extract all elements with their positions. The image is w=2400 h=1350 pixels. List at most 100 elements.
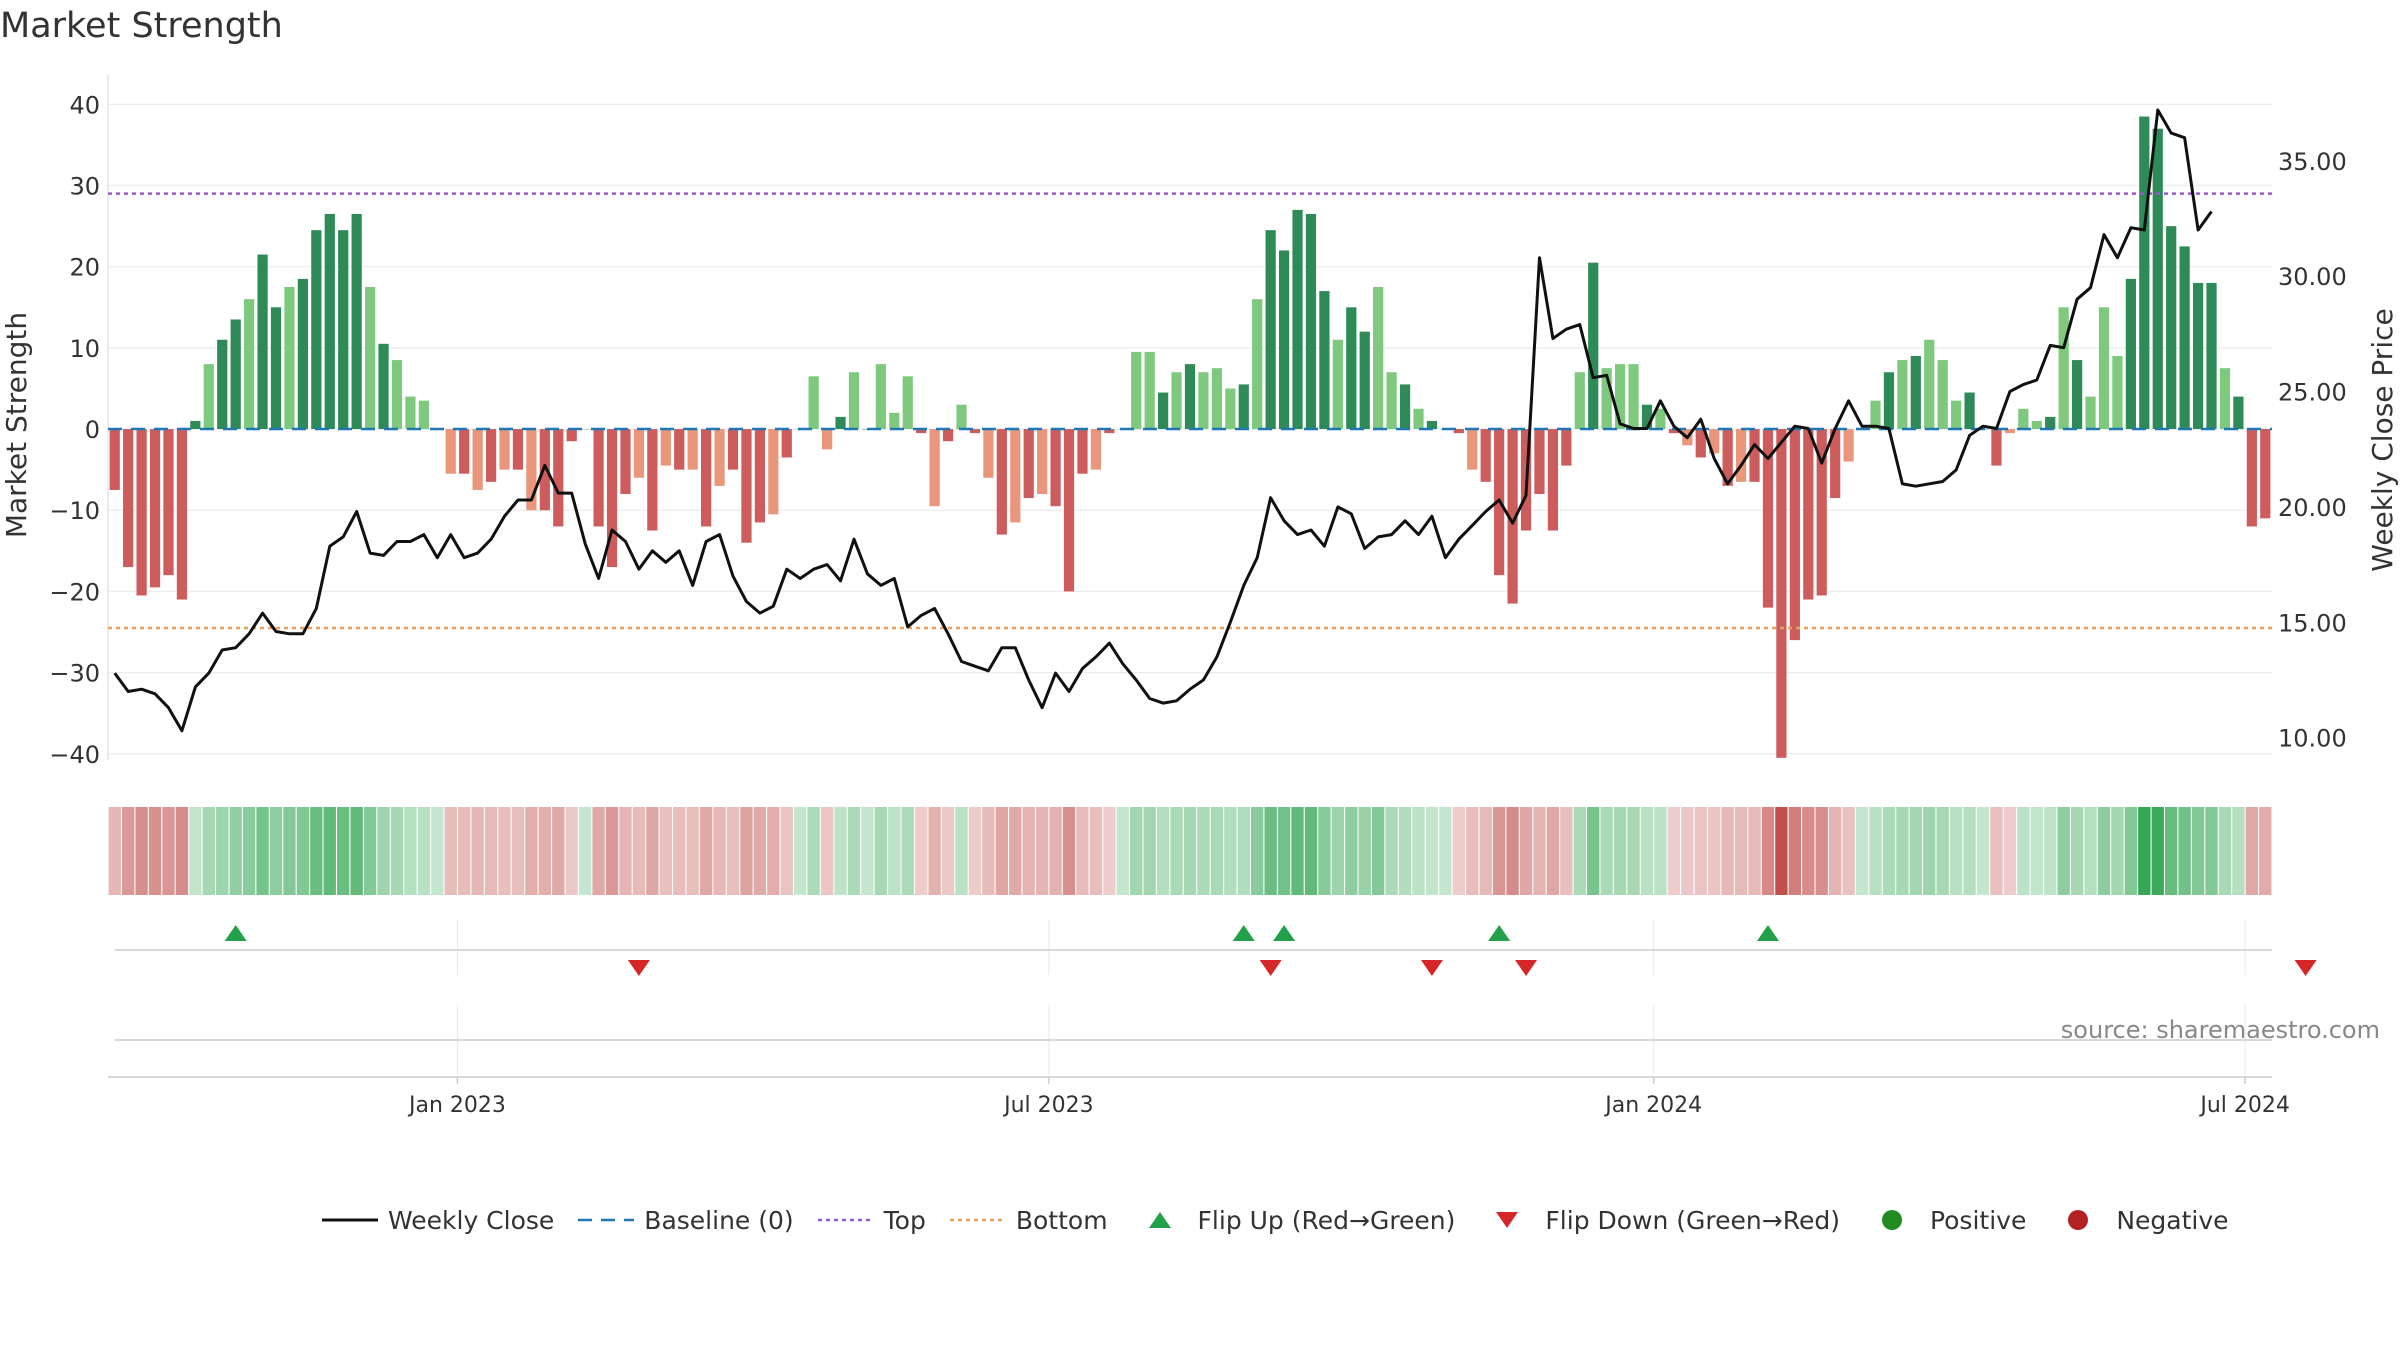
strength-bar [956,404,967,430]
heat-cell [1089,807,1103,895]
heat-cell [1103,807,1116,895]
flip-down-marker [627,960,650,976]
y2-tick-label: 20.00 [2278,494,2347,522]
weekly-close-line [113,108,2213,733]
strength-bar [821,429,833,450]
heat-cell [847,807,861,895]
heat-cell [1815,807,1828,895]
strength-bar [580,429,591,430]
heat-cell [229,807,242,895]
strength-bar [270,307,282,430]
heat-cell [1923,807,1936,895]
legend-label: Top [883,1205,926,1235]
heat-cell [1855,807,1869,895]
strength-bar [2152,128,2163,430]
strength-bar [566,429,577,442]
heat-cell [1009,807,1022,895]
heat-cell [1882,807,1896,895]
heat-cell [1708,807,1721,895]
heat-cell [1546,807,1560,895]
strength-bar [1655,408,1666,430]
heat-cell [1721,807,1734,895]
strength-bar [1897,360,1908,430]
heat-cell [1345,807,1358,895]
heat-cell [605,807,619,895]
heat-cell [1358,807,1371,895]
strength-bar [1789,429,1800,641]
heat-cell [632,807,646,895]
strength-bar [714,429,725,486]
strength-bar [1252,299,1263,430]
heat-cell [1949,807,1963,895]
strength-bar [1332,339,1343,430]
heat-cell [1156,807,1170,895]
heat-cell [2097,807,2111,895]
strength-bar [351,213,362,430]
strength-bar [1359,331,1370,430]
strength-bar [875,364,886,430]
strength-bar [1144,351,1155,430]
heat-cell [995,807,1009,895]
legend-label: Negative [2116,1205,2229,1235]
heat-cell [484,807,498,895]
heat-cell [699,807,713,895]
heat-cell [901,807,914,895]
y2-tick-label: 25.00 [2278,379,2347,407]
strength-bar [1507,429,1518,604]
flip-down-marker [1515,960,1538,976]
strength-bar [2125,278,2136,430]
flip-markers [115,925,2317,1041]
bars-layer [109,116,2271,758]
strength-bar [1278,250,1290,430]
legend-label: Weekly Close [388,1205,555,1235]
heat-cell [1681,807,1694,895]
strength-bar [1816,429,1827,596]
strength-bar [1211,368,1222,430]
heat-cell [1909,807,1922,895]
strength-bar [244,299,255,430]
heat-cell [1587,807,1600,895]
legend-label: Flip Down (Green→Red) [1545,1205,1840,1235]
y2-axis-title: Weekly Close Price [2366,308,2399,571]
heat-cell [1963,807,1976,895]
legend-item-positive: Positive [1862,1205,2026,1235]
heat-cell [1116,807,1129,895]
heat-cell [1035,807,1049,895]
heat-cell [1452,807,1466,895]
heat-cell [2070,807,2084,895]
legend-label: Flip Up (Red→Green) [1197,1205,1456,1235]
heat-cell [1197,807,1210,895]
strength-bar [1601,368,1612,430]
heat-cell [1183,807,1197,895]
strength-bar [808,376,819,430]
heat-cell [1802,807,1815,895]
heat-cell [189,807,202,895]
heat-cell [2165,807,2178,895]
strength-bar [1870,400,1881,430]
strength-bar [324,213,335,430]
close-line-layer [113,108,2213,733]
y-tick-label: −20 [49,578,100,606]
strength-bar [1668,429,1679,434]
strength-bar [1453,429,1464,434]
heat-cell [1761,807,1775,895]
heat-cell [753,807,767,895]
strength-bar [459,429,470,474]
strength-bar [848,372,860,430]
heat-cell [982,807,995,895]
strength-bar [2058,307,2069,430]
strength-bar [1010,429,1021,523]
heat-cell [1076,807,1089,895]
heat-cell [1277,807,1291,895]
flip-up-marker [1756,925,1779,941]
heat-cell [1251,807,1264,895]
heat-cell [2205,807,2218,895]
heat-cell [2111,807,2124,895]
heat-cell [148,807,162,895]
heat-cell [431,807,444,895]
heat-cell [1049,807,1062,895]
heat-strip [108,807,2272,895]
heat-cell [834,807,847,895]
strength-bar [835,416,846,430]
strength-bar [217,339,228,430]
